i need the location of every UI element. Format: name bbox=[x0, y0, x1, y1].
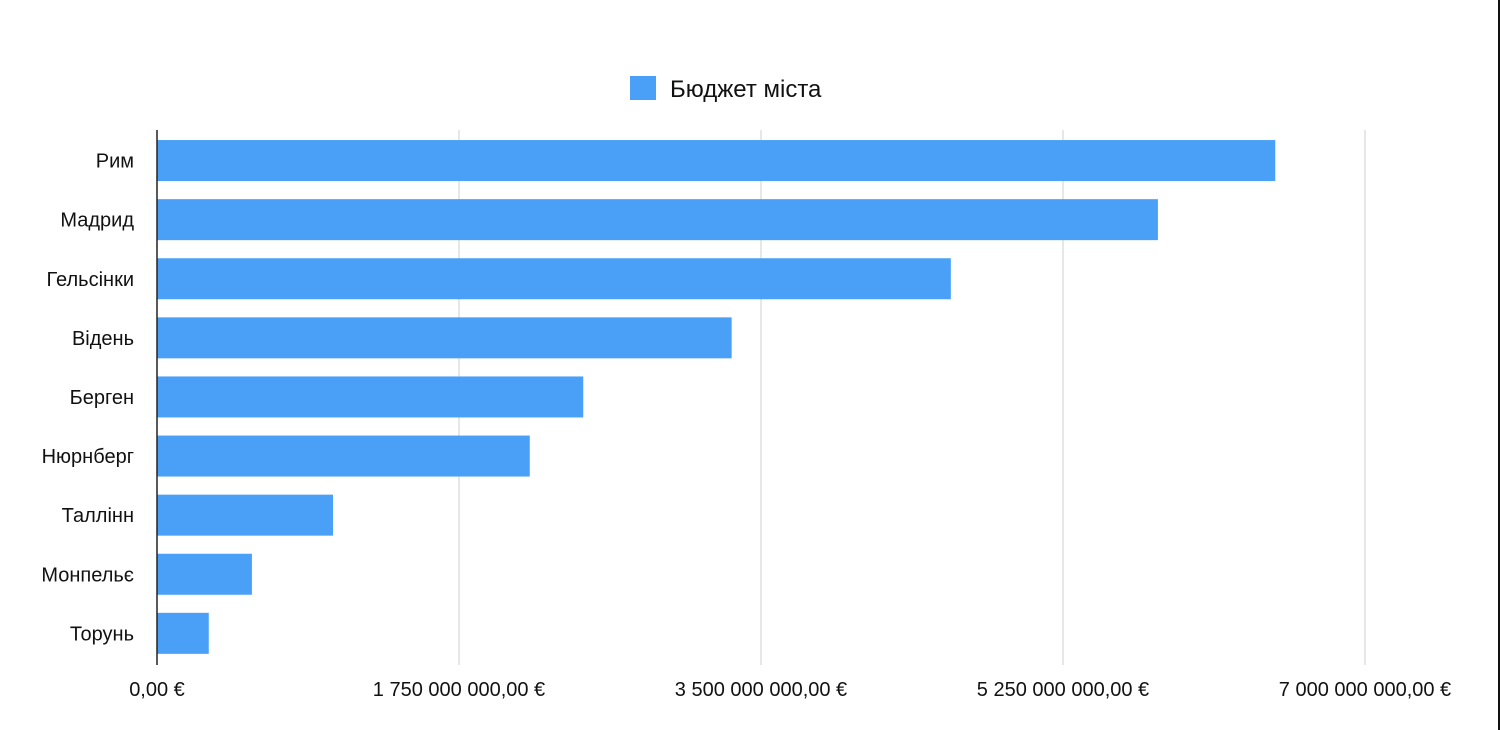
bar bbox=[157, 553, 252, 595]
bar bbox=[157, 258, 951, 300]
legend-swatch bbox=[630, 76, 656, 100]
legend: Бюджет міста bbox=[630, 76, 822, 103]
bar bbox=[157, 199, 1158, 241]
category-label: Таллінн bbox=[62, 505, 134, 527]
category-label: Монпельє bbox=[41, 564, 134, 586]
x-tick-label: 7 000 000 000,00 € bbox=[1279, 679, 1451, 701]
category-label: Нюрнберг bbox=[42, 446, 134, 468]
category-label: Берген bbox=[70, 387, 134, 409]
x-tick-label: 3 500 000 000,00 € bbox=[675, 679, 847, 701]
bar bbox=[157, 376, 584, 418]
bars bbox=[157, 140, 1276, 654]
category-label: Відень bbox=[72, 328, 134, 350]
bar bbox=[157, 612, 209, 654]
category-label: Рим bbox=[96, 151, 134, 173]
x-tick-label: 5 250 000 000,00 € bbox=[977, 679, 1149, 701]
category-label: Мадрид bbox=[60, 210, 134, 232]
category-labels: Рим Мадрид Гельсінки Відень Берген Нюрнберг Та… bbox=[41, 151, 134, 646]
legend-label-budget: Бюджет міста bbox=[670, 76, 822, 103]
category-label: Торунь bbox=[70, 623, 134, 645]
bar bbox=[157, 494, 334, 536]
bar bbox=[157, 140, 1276, 182]
x-tick-labels: 0,00 € 1 750 000 000,00 € 3 500 000 000,00… bbox=[129, 679, 1451, 701]
bar bbox=[157, 317, 732, 359]
bar bbox=[157, 435, 530, 477]
category-label: Гельсінки bbox=[47, 269, 134, 291]
x-tick-label: 0,00 € bbox=[129, 679, 185, 701]
x-tick-label: 1 750 000 000,00 € bbox=[373, 679, 545, 701]
window-edge bbox=[1498, 0, 1500, 730]
